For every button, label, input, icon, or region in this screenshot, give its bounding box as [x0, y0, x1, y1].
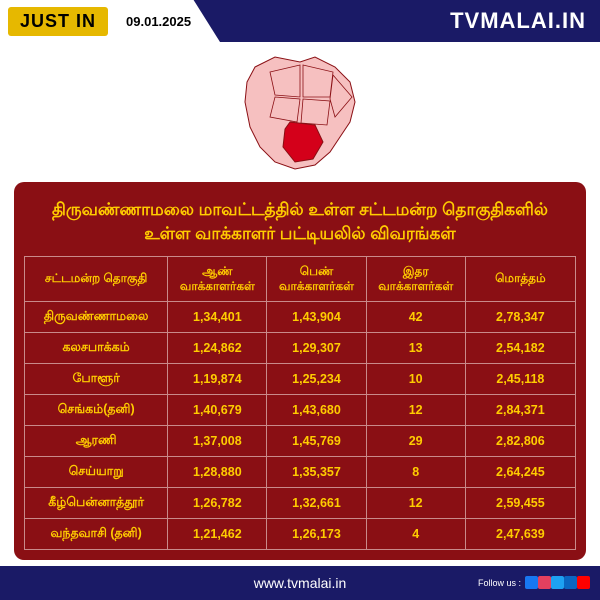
table-cell: 2,82,806	[465, 425, 575, 456]
table-cell: 1,28,880	[168, 456, 267, 487]
table-body: திருவண்ணாமலை1,34,4011,43,904422,78,347கல…	[25, 301, 576, 549]
table-cell: 1,29,307	[267, 332, 366, 363]
table-cell: 29	[366, 425, 465, 456]
table-cell: வந்தவாசி (தனி)	[25, 518, 168, 549]
table-cell: 2,64,245	[465, 456, 575, 487]
table-cell: 1,34,401	[168, 301, 267, 332]
data-card: திருவண்ணாமலை மாவட்டத்தில் உள்ள சட்டமன்ற …	[14, 182, 586, 560]
table-row: கலசபாக்கம்1,24,8621,29,307132,54,182	[25, 332, 576, 363]
table-cell: 1,25,234	[267, 363, 366, 394]
district-map-icon	[215, 47, 385, 177]
voter-table: சட்டமன்ற தொகுதி ஆண் வாக்காளர்கள் பெண் வா…	[24, 256, 576, 550]
table-cell: 42	[366, 301, 465, 332]
table-cell: 2,78,347	[465, 301, 575, 332]
table-cell: 12	[366, 394, 465, 425]
table-cell: 2,84,371	[465, 394, 575, 425]
table-cell: 1,24,862	[168, 332, 267, 363]
table-cell: கலசபாக்கம்	[25, 332, 168, 363]
follow-label: Follow us :	[478, 578, 521, 588]
col-female: பெண் வாக்காளர்கள்	[267, 256, 366, 301]
table-row: ஆரணி1,37,0081,45,769292,82,806	[25, 425, 576, 456]
instagram-icon[interactable]	[538, 576, 551, 589]
table-cell: 1,32,661	[267, 487, 366, 518]
card-title: திருவண்ணாமலை மாவட்டத்தில் உள்ள சட்டமன்ற …	[24, 194, 576, 256]
facebook-icon[interactable]	[525, 576, 538, 589]
footer-bar: www.tvmalai.in Follow us :	[0, 566, 600, 600]
table-cell: போளூர்	[25, 363, 168, 394]
table-cell: 2,54,182	[465, 332, 575, 363]
table-row: திருவண்ணாமலை1,34,4011,43,904422,78,347	[25, 301, 576, 332]
twitter-icon[interactable]	[551, 576, 564, 589]
just-in-wrap: JUST IN 09.01.2025	[0, 0, 220, 42]
table-cell: ஆரணி	[25, 425, 168, 456]
table-cell: 12	[366, 487, 465, 518]
col-constituency: சட்டமன்ற தொகுதி	[25, 256, 168, 301]
table-cell: 2,47,639	[465, 518, 575, 549]
table-cell: திருவண்ணாமலை	[25, 301, 168, 332]
map-area	[0, 42, 600, 182]
table-cell: 1,26,782	[168, 487, 267, 518]
table-cell: 4	[366, 518, 465, 549]
table-cell: கீழ்பென்னாத்தூர்	[25, 487, 168, 518]
table-cell: 13	[366, 332, 465, 363]
table-row: வந்தவாசி (தனி)1,21,4621,26,17342,47,639	[25, 518, 576, 549]
col-other: இதர வாக்காளர்கள்	[366, 256, 465, 301]
youtube-icon[interactable]	[577, 576, 590, 589]
table-cell: 1,26,173	[267, 518, 366, 549]
table-cell: 1,37,008	[168, 425, 267, 456]
table-cell: செங்கம்(தனி)	[25, 394, 168, 425]
col-total: மொத்தம்	[465, 256, 575, 301]
table-row: போளூர்1,19,8741,25,234102,45,118	[25, 363, 576, 394]
table-cell: 2,59,455	[465, 487, 575, 518]
table-cell: 2,45,118	[465, 363, 575, 394]
brand-name: TVMALAI.IN	[450, 8, 586, 34]
just-in-badge: JUST IN	[8, 7, 108, 36]
table-cell: 1,43,904	[267, 301, 366, 332]
table-row: செங்கம்(தனி)1,40,6791,43,680122,84,371	[25, 394, 576, 425]
table-header-row: சட்டமன்ற தொகுதி ஆண் வாக்காளர்கள் பெண் வா…	[25, 256, 576, 301]
table-row: கீழ்பென்னாத்தூர்1,26,7821,32,661122,59,4…	[25, 487, 576, 518]
table-cell: 10	[366, 363, 465, 394]
table-cell: 1,19,874	[168, 363, 267, 394]
table-cell: 1,40,679	[168, 394, 267, 425]
table-cell: 1,43,680	[267, 394, 366, 425]
footer-url: www.tvmalai.in	[254, 575, 347, 591]
date-badge: 09.01.2025	[116, 10, 201, 33]
linkedin-icon[interactable]	[564, 576, 577, 589]
follow-area: Follow us :	[478, 576, 590, 591]
table-cell: செய்யாறு	[25, 456, 168, 487]
table-cell: 1,21,462	[168, 518, 267, 549]
table-cell: 8	[366, 456, 465, 487]
top-bar: JUST IN 09.01.2025 TVMALAI.IN	[0, 0, 600, 42]
table-row: செய்யாறு1,28,8801,35,35782,64,245	[25, 456, 576, 487]
table-cell: 1,35,357	[267, 456, 366, 487]
col-male: ஆண் வாக்காளர்கள்	[168, 256, 267, 301]
table-cell: 1,45,769	[267, 425, 366, 456]
